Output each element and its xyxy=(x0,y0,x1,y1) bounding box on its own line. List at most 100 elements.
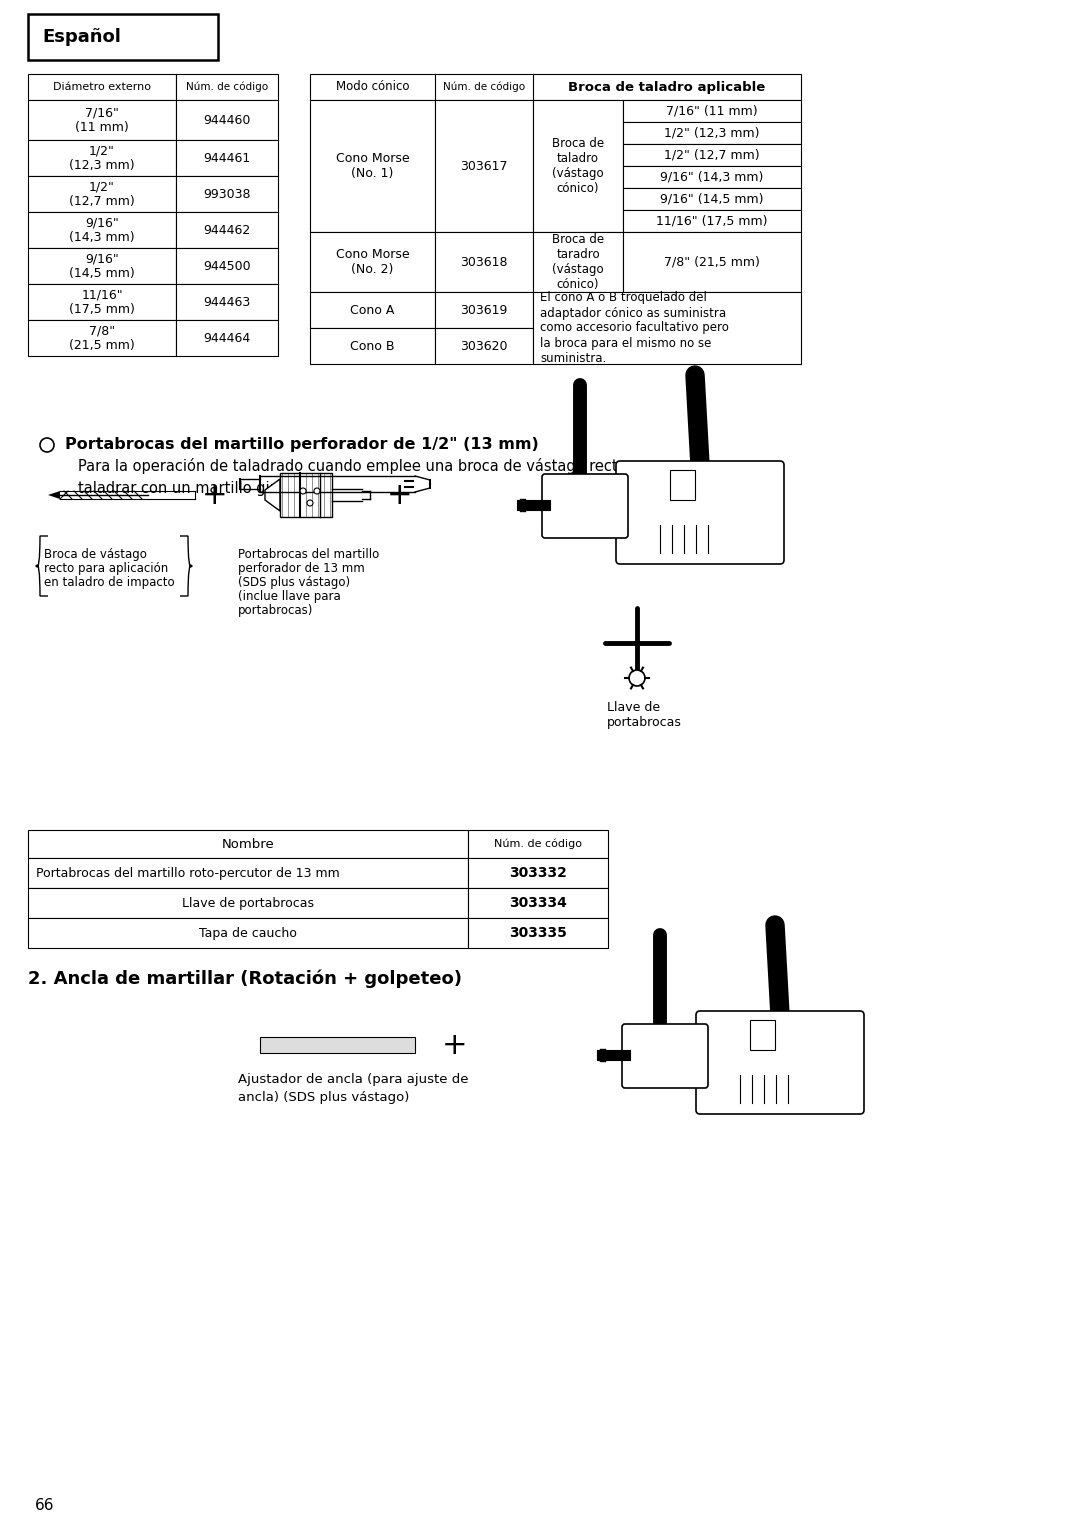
Text: 944461: 944461 xyxy=(203,151,251,165)
Bar xyxy=(534,232,623,292)
Text: 7/8"
(21,5 mm): 7/8" (21,5 mm) xyxy=(69,324,135,352)
Text: Núm. de código: Núm. de código xyxy=(186,81,268,92)
Bar xyxy=(670,469,696,500)
Text: recto para aplicación: recto para aplicación xyxy=(44,563,168,575)
Bar xyxy=(176,284,278,320)
Bar xyxy=(28,284,176,320)
Text: Modo cónico: Modo cónico xyxy=(336,81,409,93)
Text: Llave de
portabrocas: Llave de portabrocas xyxy=(607,700,681,729)
Text: Cono Morse
(No. 1): Cono Morse (No. 1) xyxy=(336,151,409,180)
Text: 303618: 303618 xyxy=(460,255,508,269)
Bar xyxy=(28,888,468,917)
Text: 9/16"
(14,5 mm): 9/16" (14,5 mm) xyxy=(69,252,135,280)
Bar xyxy=(310,329,435,364)
Bar xyxy=(310,292,435,329)
Bar xyxy=(28,917,468,948)
Text: 7/8" (21,5 mm): 7/8" (21,5 mm) xyxy=(664,255,760,269)
Bar xyxy=(28,830,468,858)
Text: 944464: 944464 xyxy=(203,332,251,344)
Bar xyxy=(176,213,278,248)
Text: Portabrocas del martillo: Portabrocas del martillo xyxy=(238,547,379,561)
Text: 944500: 944500 xyxy=(203,260,251,272)
FancyBboxPatch shape xyxy=(616,462,784,564)
Bar xyxy=(534,292,801,364)
Text: 944463: 944463 xyxy=(203,295,251,309)
Text: 9/16" (14,3 mm): 9/16" (14,3 mm) xyxy=(660,171,764,183)
Bar xyxy=(176,99,278,141)
Bar xyxy=(28,14,218,60)
Bar xyxy=(468,858,608,888)
Bar xyxy=(310,73,801,99)
Text: 303334: 303334 xyxy=(509,896,567,910)
FancyBboxPatch shape xyxy=(622,1024,708,1089)
Circle shape xyxy=(314,488,320,494)
Bar xyxy=(623,99,801,122)
Polygon shape xyxy=(48,491,60,498)
Text: Para la operación de taladrado cuando emplee una broca de vástago recto para: Para la operación de taladrado cuando em… xyxy=(78,459,664,474)
Bar xyxy=(176,248,278,284)
Text: 303619: 303619 xyxy=(460,303,508,317)
Text: Diámetro externo: Diámetro externo xyxy=(53,83,151,92)
Text: Cono B: Cono B xyxy=(350,339,395,353)
Text: 303617: 303617 xyxy=(460,159,508,173)
Text: Broca de taladro aplicable: Broca de taladro aplicable xyxy=(568,81,766,93)
Text: 303332: 303332 xyxy=(509,865,567,881)
Bar xyxy=(623,232,801,292)
Text: 1/2" (12,3 mm): 1/2" (12,3 mm) xyxy=(664,127,759,139)
Text: en taladro de impacto: en taladro de impacto xyxy=(44,576,175,589)
Bar xyxy=(435,292,534,329)
Text: Broca de vástago: Broca de vástago xyxy=(44,547,147,561)
Text: 303335: 303335 xyxy=(509,927,567,940)
Text: Nombre: Nombre xyxy=(221,838,274,850)
Text: +: + xyxy=(202,480,228,509)
FancyBboxPatch shape xyxy=(542,474,627,538)
Bar xyxy=(28,320,176,356)
Bar xyxy=(176,320,278,356)
Text: 9/16" (14,5 mm): 9/16" (14,5 mm) xyxy=(660,193,764,205)
Circle shape xyxy=(40,437,54,453)
Text: taladrar con un martillo giratorio.: taladrar con un martillo giratorio. xyxy=(78,480,323,495)
Bar xyxy=(28,213,176,248)
Text: 11/16" (17,5 mm): 11/16" (17,5 mm) xyxy=(657,214,768,228)
Bar xyxy=(28,99,176,141)
Bar xyxy=(28,141,176,176)
Text: 7/16" (11 mm): 7/16" (11 mm) xyxy=(666,104,758,118)
Bar xyxy=(435,329,534,364)
Text: +: + xyxy=(442,1031,468,1060)
Bar xyxy=(623,122,801,144)
Bar xyxy=(623,188,801,209)
Bar xyxy=(468,917,608,948)
Text: Español: Español xyxy=(42,28,121,46)
Text: 993038: 993038 xyxy=(203,188,251,200)
Text: +: + xyxy=(388,480,413,509)
FancyBboxPatch shape xyxy=(696,1011,864,1115)
Text: portabrocas): portabrocas) xyxy=(238,604,313,618)
Bar xyxy=(534,99,623,232)
Text: Núm. de código: Núm. de código xyxy=(494,839,582,849)
Text: Tapa de caucho: Tapa de caucho xyxy=(199,927,297,939)
Bar xyxy=(28,176,176,213)
Circle shape xyxy=(307,500,313,506)
Text: 11/16"
(17,5 mm): 11/16" (17,5 mm) xyxy=(69,287,135,317)
Bar xyxy=(176,73,278,99)
Text: 2. Ancla de martillar (Rotación + golpeteo): 2. Ancla de martillar (Rotación + golpet… xyxy=(28,969,462,989)
Text: 303620: 303620 xyxy=(460,339,508,353)
Bar xyxy=(28,858,468,888)
Bar xyxy=(435,99,534,232)
Text: 66: 66 xyxy=(35,1497,54,1512)
Circle shape xyxy=(629,670,645,687)
Text: (SDS plus vástago): (SDS plus vástago) xyxy=(238,576,350,589)
Text: Cono Morse
(No. 2): Cono Morse (No. 2) xyxy=(336,248,409,277)
Text: Cono A: Cono A xyxy=(350,303,394,317)
Text: 1/2"
(12,7 mm): 1/2" (12,7 mm) xyxy=(69,180,135,208)
Bar xyxy=(623,209,801,232)
Text: 1/2" (12,7 mm): 1/2" (12,7 mm) xyxy=(664,148,760,162)
Bar xyxy=(623,167,801,188)
Bar xyxy=(468,888,608,917)
Bar xyxy=(468,830,608,858)
Bar xyxy=(28,73,176,99)
Text: Portabrocas del martillo roto-percutor de 13 mm: Portabrocas del martillo roto-percutor d… xyxy=(36,867,340,879)
Text: 9/16"
(14,3 mm): 9/16" (14,3 mm) xyxy=(69,216,135,245)
Text: Núm. de código: Núm. de código xyxy=(443,81,525,92)
Text: 1/2"
(12,3 mm): 1/2" (12,3 mm) xyxy=(69,144,135,171)
